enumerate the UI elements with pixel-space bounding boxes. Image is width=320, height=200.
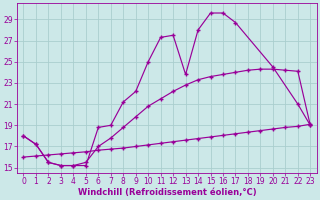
X-axis label: Windchill (Refroidissement éolien,°C): Windchill (Refroidissement éolien,°C) bbox=[77, 188, 256, 197]
